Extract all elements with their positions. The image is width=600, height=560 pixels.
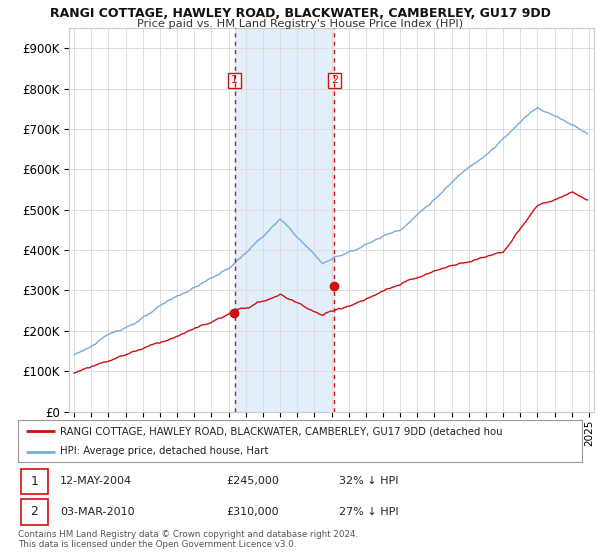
Text: 1: 1 — [231, 76, 238, 86]
Text: 2: 2 — [31, 505, 38, 519]
Text: HPI: Average price, detached house, Hart: HPI: Average price, detached house, Hart — [60, 446, 269, 456]
Text: RANGI COTTAGE, HAWLEY ROAD, BLACKWATER, CAMBERLEY, GU17 9DD (detached hou: RANGI COTTAGE, HAWLEY ROAD, BLACKWATER, … — [60, 426, 503, 436]
Text: Price paid vs. HM Land Registry's House Price Index (HPI): Price paid vs. HM Land Registry's House … — [137, 19, 463, 29]
Text: 27% ↓ HPI: 27% ↓ HPI — [340, 507, 399, 517]
Text: RANGI COTTAGE, HAWLEY ROAD, BLACKWATER, CAMBERLEY, GU17 9DD: RANGI COTTAGE, HAWLEY ROAD, BLACKWATER, … — [50, 7, 550, 20]
Text: 12-MAY-2004: 12-MAY-2004 — [60, 476, 133, 486]
Bar — [235, 28, 334, 412]
FancyBboxPatch shape — [21, 500, 48, 525]
Text: 2: 2 — [331, 76, 338, 86]
Text: Contains HM Land Registry data © Crown copyright and database right 2024.: Contains HM Land Registry data © Crown c… — [18, 530, 358, 539]
Text: £310,000: £310,000 — [227, 507, 280, 517]
FancyBboxPatch shape — [21, 469, 48, 494]
Text: 32% ↓ HPI: 32% ↓ HPI — [340, 476, 399, 486]
Text: 1: 1 — [31, 474, 38, 488]
Text: This data is licensed under the Open Government Licence v3.0.: This data is licensed under the Open Gov… — [18, 540, 296, 549]
Text: £245,000: £245,000 — [227, 476, 280, 486]
FancyBboxPatch shape — [18, 420, 582, 462]
Text: 03-MAR-2010: 03-MAR-2010 — [60, 507, 135, 517]
